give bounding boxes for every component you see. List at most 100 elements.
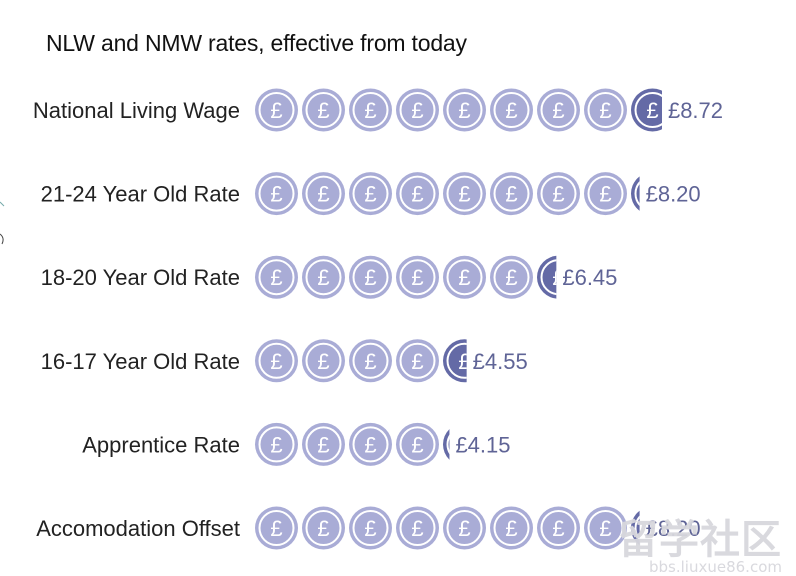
svg-text:£: £ (599, 182, 611, 207)
coin-mark: £ (584, 506, 627, 550)
svg-text:£: £ (317, 265, 329, 290)
coin-mark: £ (255, 88, 298, 132)
coin-mark: £ (443, 255, 486, 299)
svg-text:£: £ (552, 516, 564, 541)
coin-mark: £ (584, 172, 627, 216)
svg-text:£: £ (270, 182, 282, 207)
coin-mark: £ (631, 176, 640, 211)
edge-marks (0, 200, 6, 248)
coin-mark: £ (349, 339, 392, 383)
coin-mark: £ (255, 255, 298, 299)
coin-mark: £ (443, 339, 470, 383)
coin-mark: £ (302, 172, 345, 216)
watermark: 留学社区 bbs.liuxue86.com (618, 520, 782, 576)
coin-mark: £ (631, 88, 662, 132)
svg-text:£: £ (552, 182, 564, 207)
svg-text:£: £ (411, 265, 423, 290)
coin-mark: £ (443, 429, 450, 460)
coin-mark: £ (396, 422, 439, 466)
coin-mark: £ (490, 506, 533, 550)
coin-mark: £ (349, 172, 392, 216)
coin-row: £ £ £ £ £ £ £ £ £ (255, 506, 640, 550)
coin-mark: £ (302, 506, 345, 550)
coin-mark: £ (584, 88, 627, 132)
coin-mark: £ (443, 88, 486, 132)
svg-text:£: £ (458, 349, 470, 374)
coin-mark: £ (302, 422, 345, 466)
coin-mark: £ (537, 255, 564, 299)
svg-text:£: £ (411, 98, 423, 123)
category-label: Apprentice Rate (82, 432, 240, 457)
svg-text:£: £ (458, 265, 470, 290)
coin-mark: £ (255, 506, 298, 550)
svg-text:£: £ (411, 432, 423, 457)
svg-text:£: £ (270, 265, 282, 290)
coin-mark: £ (302, 255, 345, 299)
category-label: Accomodation Offset (36, 516, 240, 541)
watermark-url: bbs.liuxue86.com (649, 558, 782, 576)
coin-mark: £ (396, 255, 439, 299)
svg-text:£: £ (270, 516, 282, 541)
svg-text:£: £ (552, 265, 564, 290)
coin-mark: £ (396, 339, 439, 383)
svg-text:£: £ (317, 182, 329, 207)
coin-mark: £ (396, 172, 439, 216)
svg-text:£: £ (599, 516, 611, 541)
svg-text:£: £ (411, 516, 423, 541)
coin-row: £ £ £ £ £ £ £ £ £ (255, 172, 640, 216)
category-label: 21-24 Year Old Rate (41, 182, 240, 207)
coin-mark: £ (255, 422, 298, 466)
coin-mark: £ (349, 88, 392, 132)
coin-mark: £ (349, 422, 392, 466)
coin-mark: £ (443, 506, 486, 550)
value-label: £8.20 (646, 182, 701, 207)
coin-mark: £ (302, 88, 345, 132)
category-label: National Living Wage (33, 98, 240, 123)
svg-text:£: £ (505, 265, 517, 290)
category-label: 16-17 Year Old Rate (41, 349, 240, 374)
svg-text:£: £ (364, 265, 376, 290)
coin-mark: £ (537, 88, 580, 132)
coin-mark: £ (490, 255, 533, 299)
coin-row: £ £ £ £ £ (255, 339, 470, 383)
coin-mark: £ (443, 172, 486, 216)
chart-title: NLW and NMW rates, effective from today (46, 30, 467, 56)
svg-text:£: £ (364, 98, 376, 123)
svg-text:£: £ (364, 349, 376, 374)
svg-text:£: £ (646, 98, 658, 123)
coin-row: £ £ £ £ £ (255, 422, 450, 466)
svg-text:£: £ (505, 98, 517, 123)
value-label: £4.15 (455, 432, 510, 457)
svg-text:£: £ (317, 98, 329, 123)
value-label: £6.45 (562, 265, 617, 290)
coin-mark: £ (631, 510, 640, 546)
coin-row: £ £ £ £ £ £ £ (255, 255, 564, 299)
coin-mark: £ (490, 172, 533, 216)
coin-mark: £ (255, 172, 298, 216)
svg-text:£: £ (317, 516, 329, 541)
coin-mark: £ (255, 339, 298, 383)
svg-text:£: £ (552, 98, 564, 123)
svg-text:£: £ (364, 516, 376, 541)
category-label: 18-20 Year Old Rate (41, 265, 240, 290)
svg-text:£: £ (458, 98, 470, 123)
coin-row: £ £ £ £ £ £ £ £ £ (255, 88, 662, 132)
svg-text:£: £ (411, 349, 423, 374)
svg-text:£: £ (411, 182, 423, 207)
svg-text:£: £ (317, 349, 329, 374)
value-label: £4.55 (473, 349, 528, 374)
svg-text:£: £ (505, 516, 517, 541)
svg-text:£: £ (599, 98, 611, 123)
svg-text:£: £ (505, 182, 517, 207)
svg-text:£: £ (270, 98, 282, 123)
svg-text:£: £ (270, 349, 282, 374)
coin-mark: £ (349, 255, 392, 299)
coin-mark: £ (396, 506, 439, 550)
svg-text:£: £ (458, 182, 470, 207)
value-label: £8.72 (668, 98, 723, 123)
coin-mark: £ (396, 88, 439, 132)
coin-mark: £ (537, 506, 580, 550)
svg-text:£: £ (270, 432, 282, 457)
value-label: £8.20 (646, 516, 701, 541)
